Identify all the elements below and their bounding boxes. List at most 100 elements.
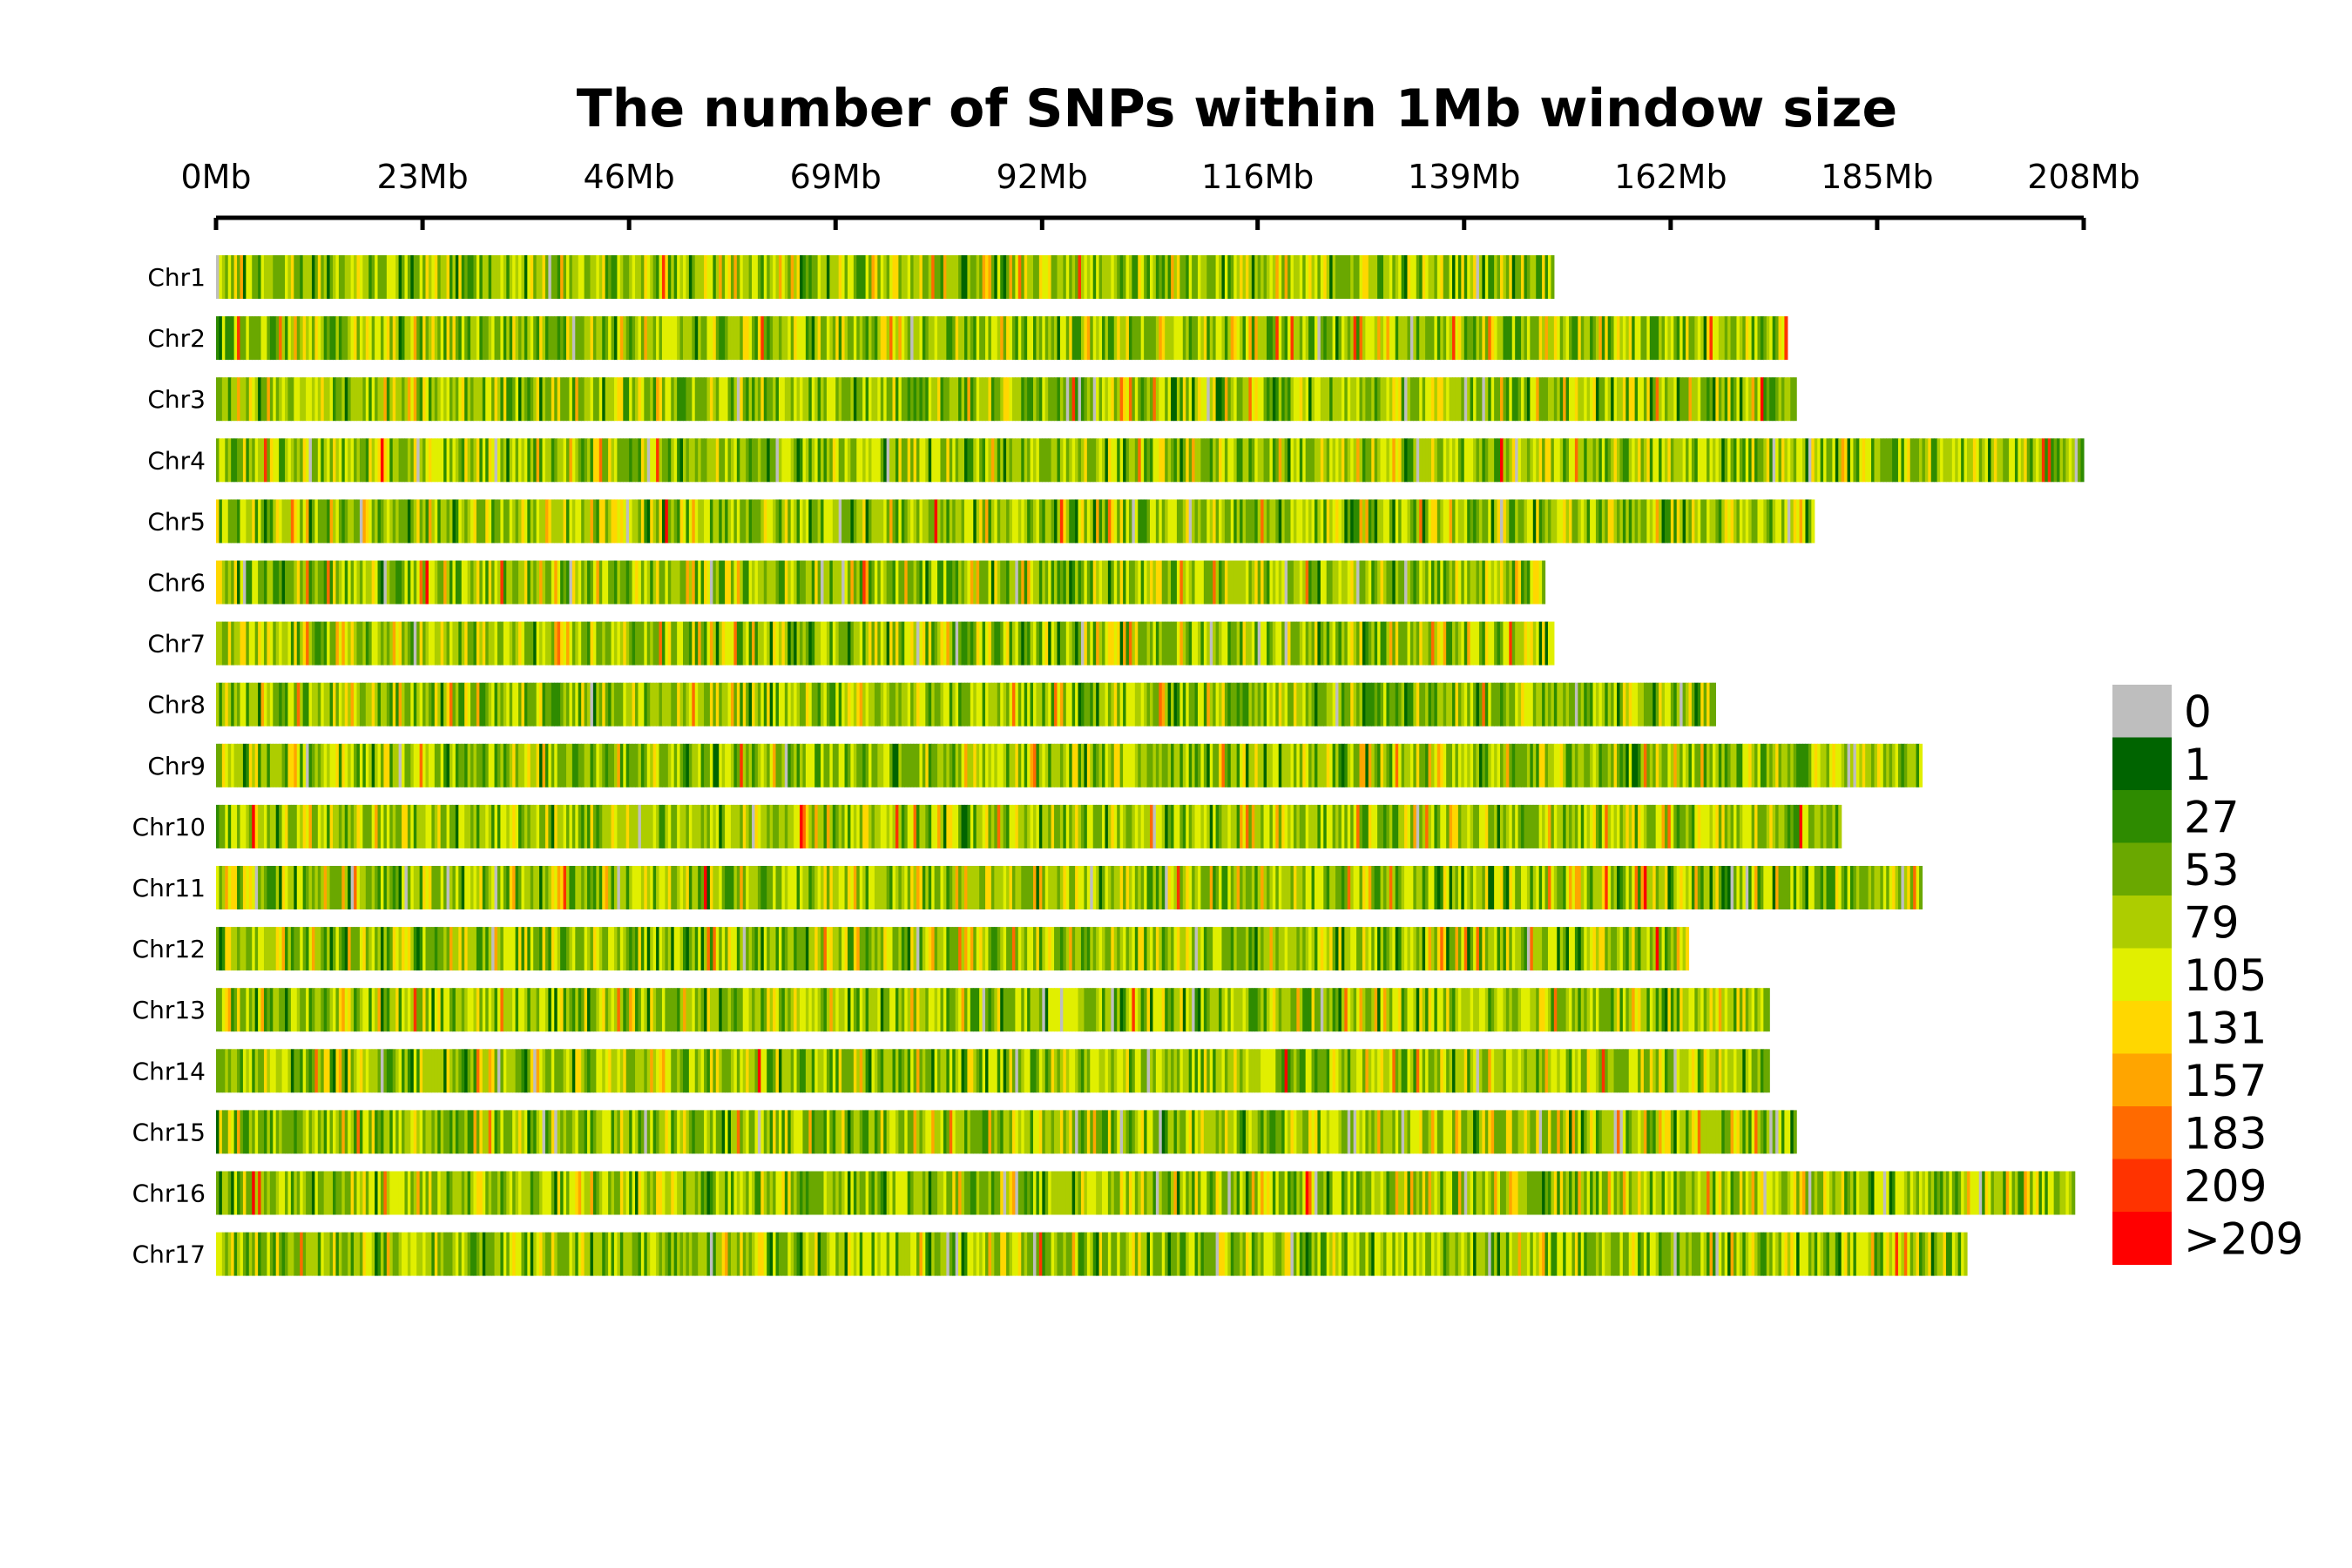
snp-window bbox=[605, 255, 609, 299]
snp-window bbox=[706, 438, 711, 483]
snp-window bbox=[1661, 743, 1666, 787]
snp-window bbox=[1038, 255, 1043, 299]
snp-window bbox=[1332, 560, 1336, 605]
snp-window bbox=[844, 316, 848, 361]
snp-window bbox=[1365, 743, 1369, 787]
snp-window bbox=[1203, 804, 1207, 848]
snp-window bbox=[252, 682, 256, 727]
snp-window bbox=[242, 743, 247, 787]
snp-window bbox=[1500, 316, 1504, 361]
snp-window bbox=[1551, 377, 1555, 422]
snp-window bbox=[296, 682, 301, 727]
snp-window bbox=[506, 438, 510, 483]
snp-window bbox=[1219, 255, 1223, 299]
snp-window bbox=[916, 255, 921, 299]
snp-window bbox=[548, 499, 552, 544]
snp-window bbox=[1290, 438, 1294, 483]
snp-window bbox=[422, 682, 427, 727]
snp-window bbox=[665, 255, 669, 299]
snp-window bbox=[1799, 743, 1803, 787]
snp-window bbox=[847, 682, 852, 727]
snp-window bbox=[808, 438, 813, 483]
snp-window bbox=[1452, 377, 1456, 422]
snp-window bbox=[1811, 743, 1815, 787]
snp-window bbox=[1065, 255, 1070, 299]
snp-window bbox=[1532, 560, 1537, 605]
snp-window bbox=[569, 499, 573, 544]
snp-window bbox=[1590, 499, 1594, 544]
snp-window bbox=[527, 316, 531, 361]
snp-window bbox=[1775, 377, 1780, 422]
snp-window bbox=[1936, 438, 1941, 483]
snp-window bbox=[790, 377, 794, 422]
snp-window bbox=[1356, 621, 1361, 666]
snp-window bbox=[1308, 743, 1313, 787]
snp-window bbox=[673, 682, 678, 727]
snp-window bbox=[527, 377, 531, 422]
snp-window bbox=[242, 560, 247, 605]
snp-window bbox=[1532, 377, 1537, 422]
snp-window bbox=[613, 560, 618, 605]
snp-window bbox=[868, 621, 873, 666]
snp-window bbox=[1096, 316, 1100, 361]
snp-window bbox=[1192, 377, 1196, 422]
snp-window bbox=[1221, 316, 1226, 361]
snp-window bbox=[1739, 499, 1743, 544]
snp-window bbox=[1042, 682, 1046, 727]
snp-window bbox=[1117, 499, 1121, 544]
snp-window bbox=[323, 560, 328, 605]
snp-window bbox=[1882, 438, 1887, 483]
snp-window bbox=[592, 682, 597, 727]
snp-window bbox=[581, 438, 585, 483]
snp-window bbox=[990, 255, 995, 299]
snp-window bbox=[1128, 743, 1132, 787]
snp-window bbox=[1467, 377, 1471, 422]
snp-window bbox=[727, 255, 732, 299]
snp-window bbox=[1781, 438, 1786, 483]
snp-window bbox=[1607, 377, 1612, 422]
snp-window bbox=[219, 377, 223, 422]
snp-window bbox=[1494, 377, 1498, 422]
snp-window bbox=[1547, 438, 1552, 483]
snp-window bbox=[1128, 499, 1132, 544]
snp-window bbox=[1152, 316, 1157, 361]
snp-window bbox=[356, 621, 361, 666]
snp-window bbox=[1288, 377, 1292, 422]
snp-window bbox=[1542, 499, 1546, 544]
snp-window bbox=[652, 377, 657, 422]
snp-window bbox=[919, 804, 923, 848]
snp-window bbox=[260, 621, 265, 666]
snp-window bbox=[479, 499, 483, 544]
snp-window bbox=[775, 438, 780, 483]
snp-window bbox=[1721, 499, 1726, 544]
snp-window bbox=[1401, 377, 1405, 422]
snp-window bbox=[1449, 438, 1453, 483]
snp-window bbox=[1167, 499, 1172, 544]
snp-window bbox=[1434, 621, 1438, 666]
snp-window bbox=[1051, 743, 1055, 787]
snp-window bbox=[1497, 499, 1501, 544]
snp-window bbox=[1530, 377, 1534, 422]
snp-window bbox=[1413, 316, 1417, 361]
snp-window bbox=[440, 621, 444, 666]
snp-window bbox=[1670, 499, 1674, 544]
snp-window bbox=[706, 499, 711, 544]
snp-window bbox=[763, 377, 767, 422]
snp-window bbox=[794, 621, 798, 666]
snp-window bbox=[311, 682, 315, 727]
snp-window bbox=[1173, 621, 1178, 666]
snp-window bbox=[1434, 682, 1438, 727]
snp-window bbox=[1042, 377, 1046, 422]
snp-window bbox=[290, 743, 294, 787]
chromosome-label: Chr7 bbox=[147, 630, 206, 659]
snp-window bbox=[901, 560, 905, 605]
snp-window bbox=[790, 682, 794, 727]
snp-window bbox=[1113, 316, 1118, 361]
snp-window bbox=[1724, 377, 1728, 422]
snp-window bbox=[544, 499, 549, 544]
snp-window bbox=[1084, 255, 1088, 299]
snp-window bbox=[1159, 560, 1163, 605]
snp-window bbox=[290, 316, 294, 361]
snp-window bbox=[581, 499, 585, 544]
snp-window bbox=[1664, 682, 1669, 727]
